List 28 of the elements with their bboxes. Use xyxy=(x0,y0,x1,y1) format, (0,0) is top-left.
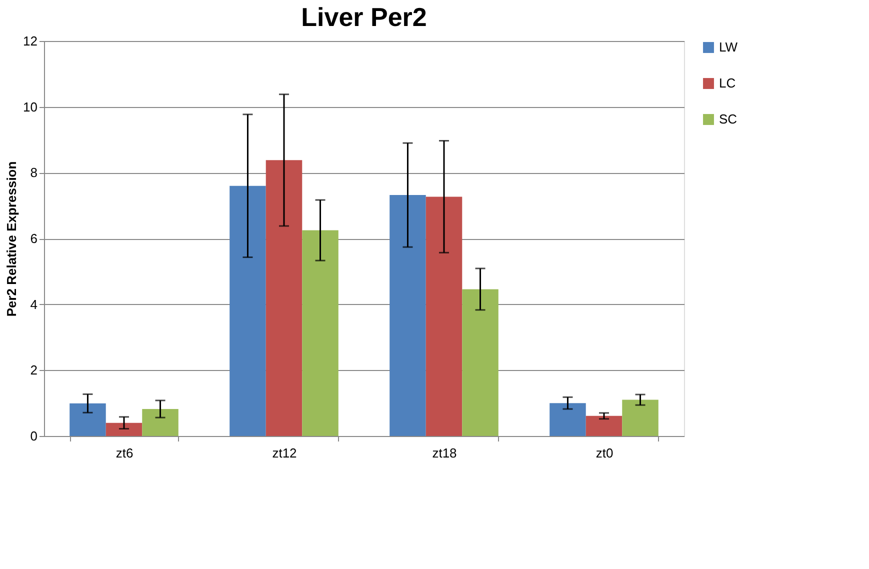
bar xyxy=(106,422,142,436)
bar xyxy=(550,403,586,436)
bar xyxy=(302,230,338,436)
bar xyxy=(462,289,498,436)
legend-label: LW xyxy=(719,40,738,54)
legend-label: SC xyxy=(719,112,738,126)
y-tick-label: 0 xyxy=(30,428,38,444)
bar xyxy=(266,160,302,436)
y-axis-title: Per2 Relative Expression xyxy=(4,161,20,317)
y-tick-label: 2 xyxy=(30,362,38,378)
bar xyxy=(426,196,462,436)
y-tick-label: 8 xyxy=(30,165,38,180)
bar xyxy=(390,195,426,436)
y-tick-label: 12 xyxy=(23,34,38,48)
bar xyxy=(586,416,622,436)
bar xyxy=(622,400,658,436)
bar xyxy=(142,409,178,436)
legend-label: LC xyxy=(719,76,736,90)
bar xyxy=(230,186,266,436)
x-tick-label: zt12 xyxy=(272,446,297,460)
chart-title: Liver Per2 xyxy=(301,2,427,32)
y-tick-label: 10 xyxy=(23,99,38,114)
y-tick-label: 4 xyxy=(30,296,38,312)
bar xyxy=(70,403,106,436)
x-tick-label: zt6 xyxy=(116,446,134,460)
y-tick-label: 6 xyxy=(30,231,38,246)
x-tick-label: zt0 xyxy=(596,446,614,460)
x-tick-label: zt18 xyxy=(432,446,457,460)
